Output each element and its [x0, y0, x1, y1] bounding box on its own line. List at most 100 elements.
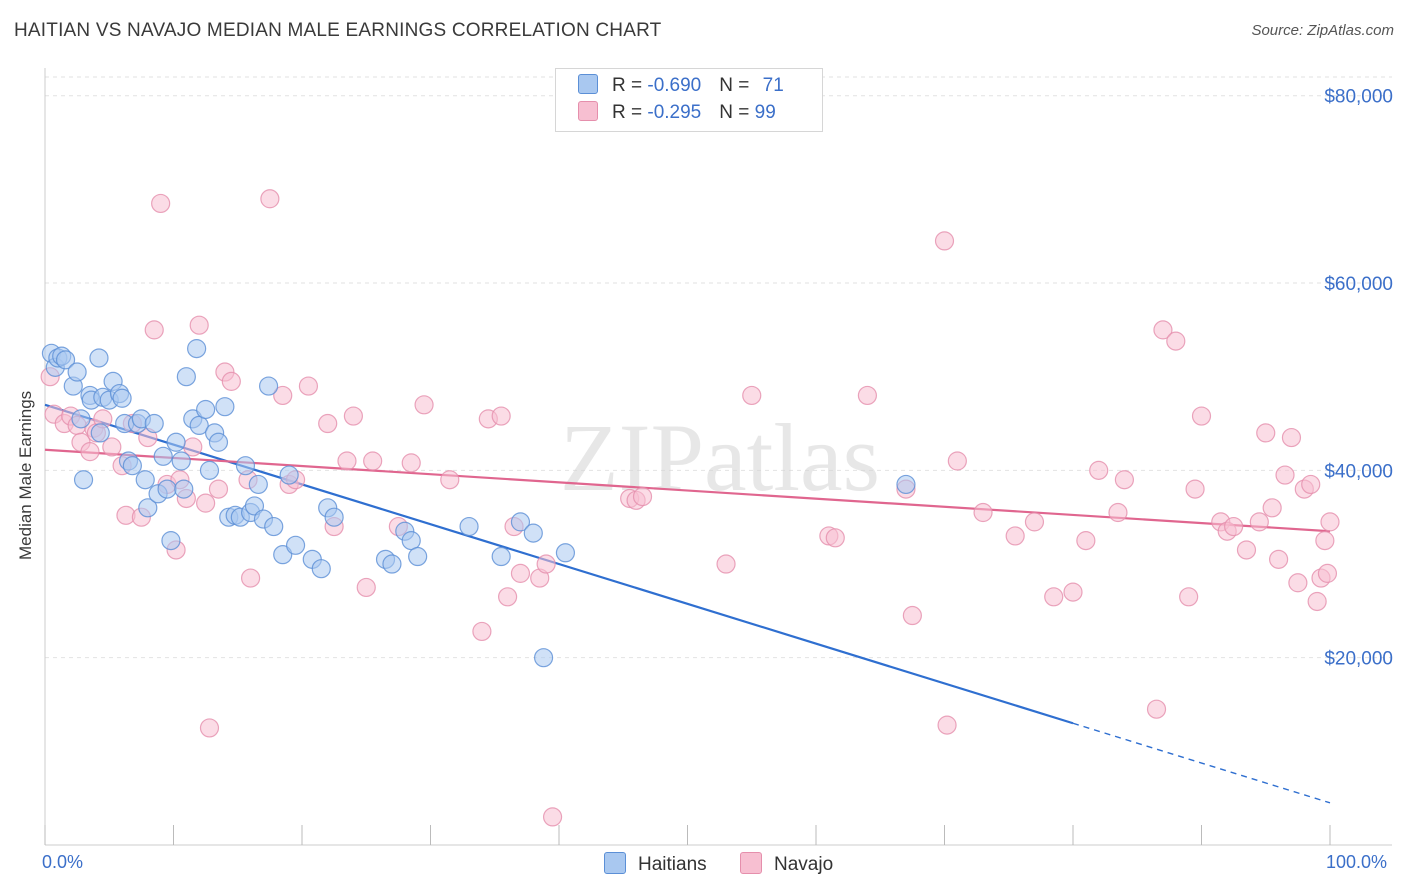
navajo-point — [1153, 320, 1173, 340]
haitians-point — [67, 362, 87, 382]
haitians-point — [533, 648, 554, 668]
navajo-point — [1076, 531, 1096, 551]
haitians-point — [135, 470, 155, 490]
source-credit: Source: ZipAtlas.com — [1251, 22, 1394, 39]
series-legend: Haitians Navajo — [0, 852, 1406, 878]
haitians-point — [523, 523, 543, 543]
legend-n-label: N = — [719, 75, 755, 96]
haitians-point — [122, 456, 142, 476]
navajo-point — [716, 554, 736, 574]
navajo-point — [273, 385, 293, 406]
haitians-point — [196, 399, 216, 420]
haitians-point — [408, 546, 428, 567]
legend-item-navajo: Navajo — [740, 852, 833, 876]
haitians-point — [90, 423, 110, 443]
navajo-point — [1268, 549, 1289, 569]
navajo-point — [440, 470, 460, 490]
watermark: ZIPatlas — [560, 404, 880, 511]
haitians-point — [176, 367, 196, 387]
legend-n-value: 71 — [762, 75, 784, 96]
haitians-point — [157, 479, 177, 499]
navajo-point — [825, 528, 845, 548]
legend-n-value: 99 — [754, 102, 776, 123]
haitians-point — [144, 413, 164, 434]
navajo-point — [632, 486, 653, 507]
legend-n-label: N = — [719, 102, 755, 123]
haitians-point — [208, 432, 229, 452]
haitians-point — [171, 451, 191, 471]
navajo-point — [343, 406, 363, 426]
navajo-point — [363, 451, 383, 471]
navajo-point — [80, 442, 100, 462]
navajo-point — [401, 453, 421, 473]
haitians-point — [199, 460, 220, 480]
haitians-point — [138, 498, 158, 518]
haitians-point — [235, 456, 256, 476]
haitians-point — [491, 546, 511, 567]
navajo-legend-swatch — [740, 852, 762, 874]
haitians-point — [215, 397, 235, 417]
navajo-point — [1256, 423, 1276, 443]
navajo-point — [337, 451, 357, 471]
haitians-point — [401, 531, 421, 551]
haitians-legend-swatch — [604, 852, 626, 874]
y-axis-label: Median Male Earnings — [16, 390, 35, 560]
chart-title: HAITIAN VS NAVAJO MEDIAN MALE EARNINGS C… — [14, 20, 662, 41]
navajo-point — [1307, 591, 1327, 612]
haitians-point — [324, 507, 344, 527]
navajo-point — [1166, 331, 1186, 351]
navajo-point — [536, 554, 556, 574]
navajo-point — [510, 563, 531, 583]
legend-r-label: R = — [612, 75, 648, 96]
navajo-point — [1191, 406, 1212, 426]
haitians-point — [258, 376, 279, 396]
navajo-point — [318, 413, 338, 434]
legend-row-navajo: R = -0.295 N = 99 — [578, 101, 776, 125]
haitians-point — [264, 516, 284, 537]
navajo-point — [1281, 427, 1302, 448]
navajo-point — [857, 385, 878, 406]
navajo-point — [1185, 479, 1205, 499]
haitians-trend-extension — [1072, 722, 1331, 804]
legend-label-navajo: Navajo — [774, 854, 834, 875]
haitians-swatch — [578, 74, 598, 94]
axes — [44, 68, 1392, 846]
correlation-legend: R = -0.690 N = 71 R = -0.295 N = 99 — [555, 68, 823, 132]
navajo-point — [1179, 587, 1199, 607]
legend-item-haitians: Haitians — [604, 852, 707, 876]
navajo-point — [947, 451, 967, 471]
navajo-point — [1249, 512, 1269, 532]
legend-row-haitians: R = -0.690 N = 71 — [578, 74, 784, 98]
x-tick-min: 0.0% — [42, 852, 84, 872]
navajo-point — [1262, 498, 1282, 518]
navajo-point — [189, 315, 209, 335]
haitians-point — [244, 496, 265, 516]
haitians-trend-line — [44, 403, 1074, 725]
navajo-point — [472, 621, 492, 642]
navajo-point — [221, 371, 241, 391]
navajo-point — [1089, 460, 1109, 480]
haitians-point — [273, 545, 293, 565]
haitians-point — [510, 512, 531, 532]
haitians-point — [112, 388, 132, 408]
navajo-point — [1315, 531, 1335, 551]
haitians-point — [896, 474, 916, 495]
y-tick-label: $60,000 — [1324, 274, 1393, 295]
navajo-point — [356, 577, 376, 598]
haitians-point — [161, 531, 181, 551]
haitians-point — [311, 559, 331, 579]
y-tick-label: $40,000 — [1324, 461, 1393, 482]
navajo-point — [151, 193, 171, 214]
navajo-swatch — [578, 101, 598, 121]
navajo-point — [208, 479, 229, 499]
haitians-point — [153, 446, 173, 466]
haitians-point — [89, 348, 109, 368]
navajo-point — [1005, 526, 1025, 546]
navajo-point — [1063, 582, 1083, 602]
navajo-point — [199, 718, 220, 738]
navajo-point — [498, 587, 518, 607]
haitians-point — [459, 516, 479, 537]
haitians-point — [166, 432, 186, 452]
navajo-point — [542, 807, 563, 827]
data-points — [40, 189, 1340, 827]
